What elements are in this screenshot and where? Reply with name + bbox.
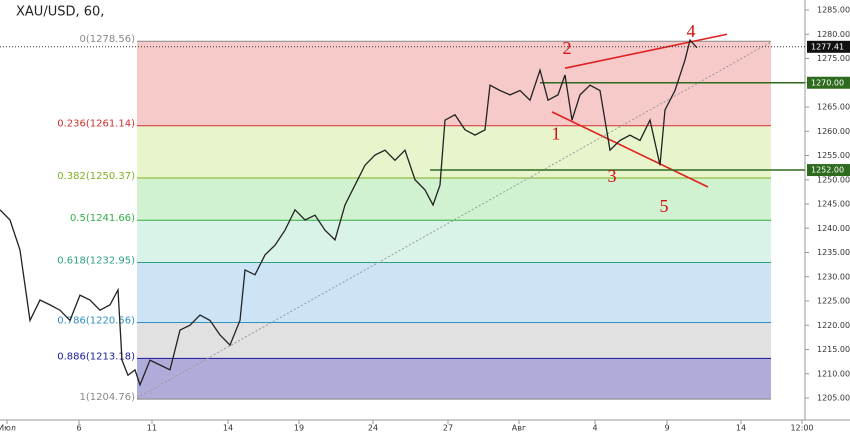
fib-band (137, 220, 771, 263)
last-price-box (807, 40, 850, 53)
x-tick-label: Июл (0, 424, 16, 433)
wave-label: 4 (687, 21, 696, 41)
wave-label: 2 (563, 38, 572, 58)
trend-line (136, 41, 772, 399)
y-tick-label: 1280.00 (817, 30, 850, 39)
x-tick-label: 12:00 (790, 424, 813, 433)
wave-label: 5 (660, 196, 669, 216)
y-tick-label: 1215.00 (817, 345, 850, 354)
wave-label: 3 (608, 166, 617, 186)
price-line (0, 38, 698, 387)
wave-label: 1 (552, 123, 561, 143)
y-tick-label: 1275.00 (817, 54, 850, 63)
fib-band (137, 177, 771, 221)
x-tick-label: 6 (76, 424, 81, 433)
trend-line (551, 111, 709, 188)
fib-label: 0.382(1250.37) (57, 171, 135, 182)
y-tick-label: 1240.00 (817, 224, 850, 233)
y-tick-label: 1230.00 (817, 272, 850, 281)
y-tick-label: 1245.00 (817, 200, 850, 209)
price-box-label: 1270.00 (811, 78, 844, 87)
fib-band (137, 125, 771, 178)
fib-label: 0.236(1261.14) (57, 119, 135, 130)
fib-band (137, 358, 771, 400)
x-tick-label: 27 (443, 424, 453, 433)
fib-label: 0.886(1213.18) (57, 351, 135, 362)
x-tick-label: 11 (147, 424, 157, 433)
fib-band (137, 322, 771, 359)
fib-band (137, 262, 771, 323)
y-tick-label: 1255.00 (817, 151, 850, 160)
x-tick-label: 24 (368, 424, 378, 433)
x-tick-label: 14 (223, 424, 233, 433)
y-tick-label: 1205.00 (817, 394, 850, 403)
y-tick-label: 1265.00 (817, 103, 850, 112)
chart-title: XAU/USD, 60, (16, 5, 104, 20)
fib-label: 0.786(1220.56) (57, 316, 135, 327)
y-tick-label: 1260.00 (817, 127, 850, 136)
last-price-label: 1277.41 (811, 42, 844, 51)
y-tick-label: 1220.00 (817, 321, 850, 330)
x-tick-label: 19 (294, 424, 304, 433)
fib-label: 1(1204.76) (79, 392, 135, 403)
fib-label: 0(1278.56) (79, 34, 135, 45)
fib-label: 0.5(1241.66) (70, 213, 135, 224)
trend-line (564, 33, 728, 69)
fib-label: 0.618(1232.95) (57, 255, 135, 266)
x-tick-label: Авг (512, 424, 526, 433)
price-box (807, 76, 850, 89)
y-tick-label: 1210.00 (817, 369, 850, 378)
y-tick-label: 1250.00 (817, 175, 850, 184)
y-tick-label: 1235.00 (817, 248, 850, 257)
y-tick-label: 1225.00 (817, 297, 850, 306)
x-tick-label: 4 (592, 424, 597, 433)
y-tick-label: 1285.00 (817, 6, 850, 15)
price-box (807, 164, 850, 177)
price-box-label: 1252.00 (811, 166, 844, 175)
x-tick-label: 14 (736, 424, 746, 433)
x-tick-label: 9 (664, 424, 669, 433)
